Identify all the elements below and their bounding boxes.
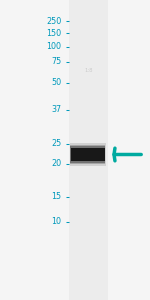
Text: 150: 150 xyxy=(46,28,62,38)
Text: 15: 15 xyxy=(51,192,62,201)
Bar xyxy=(70,148,105,161)
Text: 37: 37 xyxy=(51,105,62,114)
Bar xyxy=(69,0,108,300)
Text: 50: 50 xyxy=(51,78,62,87)
Text: 250: 250 xyxy=(46,16,62,26)
Bar xyxy=(70,143,106,166)
Bar xyxy=(70,146,105,163)
Text: 100: 100 xyxy=(46,42,62,51)
Bar xyxy=(70,145,105,164)
Text: 1:8: 1:8 xyxy=(84,68,93,73)
Text: 25: 25 xyxy=(51,140,62,148)
Text: 75: 75 xyxy=(51,57,62,66)
Text: 10: 10 xyxy=(51,218,61,226)
Text: 20: 20 xyxy=(51,159,62,168)
